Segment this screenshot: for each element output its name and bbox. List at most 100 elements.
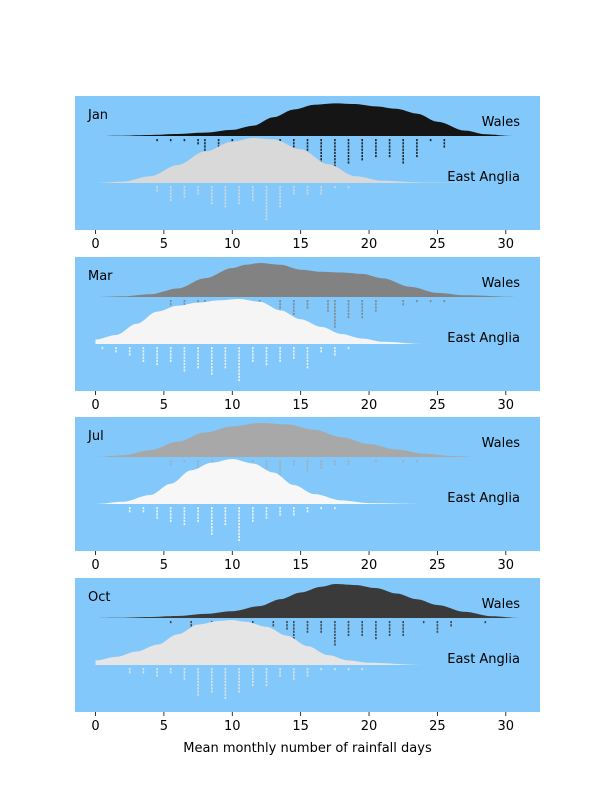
- strip-point: [265, 356, 268, 359]
- strip-point: [436, 624, 439, 627]
- strip-point: [388, 142, 391, 145]
- strip-point: [238, 507, 240, 510]
- strip-point: [347, 668, 350, 671]
- strip-point: [197, 466, 199, 469]
- strip-point: [265, 347, 268, 350]
- strip-point: [306, 507, 309, 510]
- strip-point: [293, 189, 295, 192]
- strip-point: [238, 202, 240, 205]
- strip-point: [252, 359, 254, 362]
- strip-point: [279, 192, 281, 195]
- strip-point: [334, 350, 336, 353]
- strip-point: [265, 211, 268, 214]
- strip-point: [252, 621, 254, 624]
- strip-point: [265, 674, 268, 677]
- strip-point: [238, 192, 240, 195]
- strip-point: [334, 300, 336, 303]
- strip-point: [279, 198, 281, 201]
- strip-point: [306, 466, 309, 469]
- strip-point: [252, 186, 254, 189]
- strip-point: [252, 680, 254, 683]
- strip-point: [224, 356, 227, 359]
- strip-point: [128, 347, 131, 350]
- x-tick-label: 15: [292, 237, 309, 252]
- strip-point: [265, 363, 268, 366]
- strip-point: [142, 359, 145, 362]
- strip-point: [197, 687, 199, 690]
- strip-point: [388, 633, 391, 636]
- strip-point: [183, 523, 186, 526]
- strip-point: [334, 325, 336, 328]
- strip-point: [156, 347, 158, 350]
- strip-point: [293, 677, 295, 680]
- strip-point: [211, 198, 213, 201]
- strip-point: [224, 205, 227, 208]
- x-tick-label: 25: [429, 558, 446, 573]
- strip-point: [169, 353, 172, 356]
- strip-point: [156, 353, 158, 356]
- strip-point: [402, 621, 404, 624]
- strip-point: [224, 347, 227, 350]
- strip-point: [347, 316, 350, 319]
- strip-point: [306, 192, 309, 195]
- strip-point: [293, 463, 295, 466]
- strip-point: [252, 347, 254, 350]
- strip-point: [306, 668, 309, 671]
- strip-point: [128, 510, 131, 513]
- strip-point: [252, 671, 254, 674]
- strip-point: [211, 460, 213, 463]
- strip-point: [252, 668, 254, 671]
- strip-point: [320, 507, 322, 510]
- strip-point: [238, 523, 240, 526]
- month-label: Oct: [88, 590, 110, 605]
- strip-point: [169, 671, 172, 674]
- panel-mar: Wales East Anglia Mar 0 5 10 15 20 25 30: [75, 257, 540, 413]
- strip-point: [128, 668, 131, 671]
- strip-point: [334, 668, 336, 671]
- strip-point: [306, 189, 309, 192]
- strip-point: [169, 668, 172, 671]
- strip-point: [334, 306, 336, 309]
- strip-point: [265, 466, 268, 469]
- strip-point: [156, 359, 158, 362]
- strip-point: [279, 303, 281, 306]
- panel-jan: Wales East Anglia Jan 0 5 10 15 20 25 30: [75, 96, 540, 252]
- strip-point: [265, 513, 268, 516]
- strip-point: [238, 379, 240, 382]
- strip-point: [484, 621, 487, 624]
- strip-point: [334, 643, 336, 646]
- strip-point: [306, 630, 309, 633]
- x-tick-label: 5: [160, 558, 168, 573]
- series-label: Wales: [482, 436, 521, 451]
- x-tick-label: 20: [361, 719, 378, 734]
- strip-point: [224, 359, 227, 362]
- strip-point: [279, 300, 281, 303]
- strip-point: [306, 363, 309, 366]
- strip-point: [224, 693, 227, 696]
- strip-point: [156, 510, 158, 513]
- density-ridge: [95, 263, 520, 297]
- strip-point: [402, 630, 404, 633]
- strip-point: [320, 155, 322, 158]
- strip-point: [238, 353, 240, 356]
- strip-point: [183, 359, 186, 362]
- strip-point: [361, 145, 363, 148]
- density-ridge: [95, 423, 479, 457]
- strip-point: [169, 195, 172, 198]
- strip-point: [211, 507, 213, 510]
- strip-point: [334, 158, 336, 161]
- strip-point: [334, 633, 336, 636]
- strip-point: [293, 142, 295, 145]
- strip-point: [252, 195, 254, 198]
- strip-point: [197, 300, 199, 303]
- x-tick-label: 25: [429, 237, 446, 252]
- strip-point: [265, 195, 268, 198]
- strip-point: [238, 539, 240, 542]
- strip-point: [334, 627, 336, 630]
- strip-point: [142, 350, 145, 353]
- density-ridge: [95, 584, 520, 618]
- strip-point: [320, 158, 322, 161]
- strip-point: [265, 359, 268, 362]
- strip-point: [197, 353, 199, 356]
- strip-point: [156, 668, 158, 671]
